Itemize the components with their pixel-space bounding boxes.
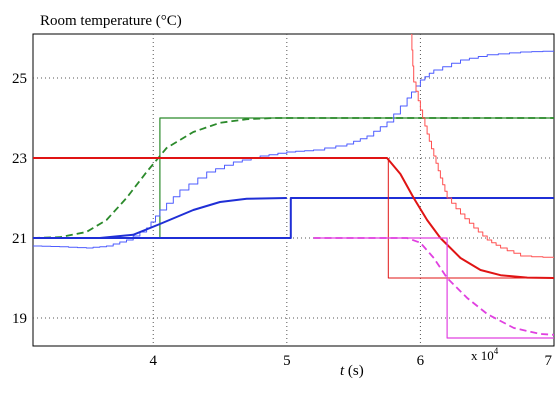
- x-tick-label: 7: [545, 353, 553, 369]
- x-axis-label: t (s): [340, 363, 364, 379]
- x-axis-multiplier: x 104: [471, 346, 499, 363]
- series-line: [33, 197, 554, 239]
- y-tick-label: 25: [12, 71, 27, 87]
- x-axis-label-unit: (s): [344, 363, 364, 379]
- x-tick-label: 6: [417, 353, 425, 369]
- x-axis-multiplier-base: x 10: [471, 348, 494, 363]
- series-line: [387, 158, 554, 279]
- series-line: [33, 117, 554, 239]
- x-tick-label: 4: [149, 353, 157, 369]
- series-line: [411, 34, 554, 258]
- chart-title: Room temperature (°C): [40, 13, 182, 29]
- x-tick-label: 5: [283, 353, 291, 369]
- y-tick-label: 21: [12, 231, 27, 247]
- x-axis-label-var: t: [340, 363, 345, 379]
- x-axis-multiplier-exp: 4: [494, 346, 499, 356]
- series-line: [313, 237, 554, 339]
- y-tick-labels: 19 21 23 25: [12, 71, 27, 327]
- series-line: [33, 50, 554, 249]
- plot-frame: [32, 33, 555, 347]
- x-tick-labels: 4 5 6 7: [149, 353, 552, 369]
- series-line: [313, 237, 554, 336]
- y-tick-label: 23: [12, 151, 27, 167]
- series-layer: [33, 34, 554, 339]
- y-tick-label: 19: [12, 311, 27, 327]
